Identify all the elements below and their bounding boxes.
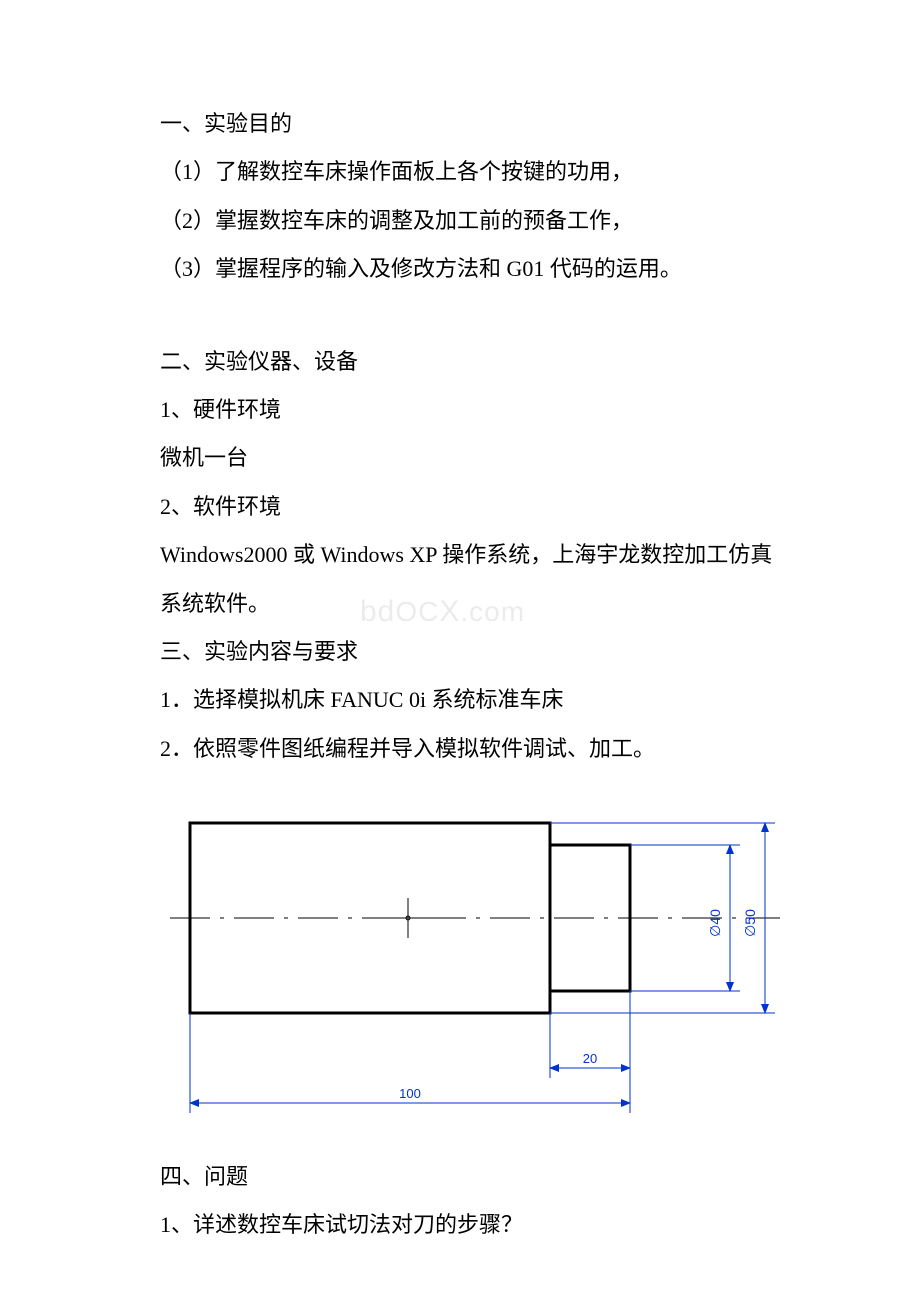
section-2-item-1: 1、硬件环境: [160, 386, 790, 434]
section-2-title: 二、实验仪器、设备: [160, 338, 790, 386]
part-drawing: ∅40 ∅50 20 100: [160, 803, 790, 1123]
section-3-item-2: 2．依照零件图纸编程并导入模拟软件调试、加工。: [160, 725, 790, 773]
section-1-item-1: （1）了解数控车床操作面板上各个按键的功用，: [160, 148, 790, 196]
section-1-title: 一、实验目的: [160, 100, 790, 148]
section-2-item-4: Windows2000 或 Windows XP 操作系统，上海宇龙数控加工仿真…: [160, 531, 790, 628]
blank-line: [160, 294, 790, 338]
section-4-item-1: 1、详述数控车床试切法对刀的步骤？: [160, 1201, 790, 1249]
section-2-item-3: 2、软件环境: [160, 483, 790, 531]
drawing-svg: ∅40 ∅50 20 100: [160, 803, 800, 1123]
section-3-title: 三、实验内容与要求: [160, 628, 790, 676]
section-1-item-3: （3）掌握程序的输入及修改方法和 G01 代码的运用。: [160, 245, 790, 293]
section-1-item-2: （2）掌握数控车床的调整及加工前的预备工作，: [160, 197, 790, 245]
dimension-d50-label: ∅50: [742, 909, 758, 937]
dimension-100-label: 100: [399, 1086, 421, 1101]
section-2-item-2: 微机一台: [160, 434, 790, 482]
section-4-title: 四、问题: [160, 1153, 790, 1201]
dimension-d40-label: ∅40: [707, 909, 723, 937]
dimension-20-label: 20: [583, 1051, 597, 1066]
section-3-item-1: 1．选择模拟机床 FANUC 0i 系统标准车床: [160, 676, 790, 724]
center-mark: [388, 898, 428, 938]
